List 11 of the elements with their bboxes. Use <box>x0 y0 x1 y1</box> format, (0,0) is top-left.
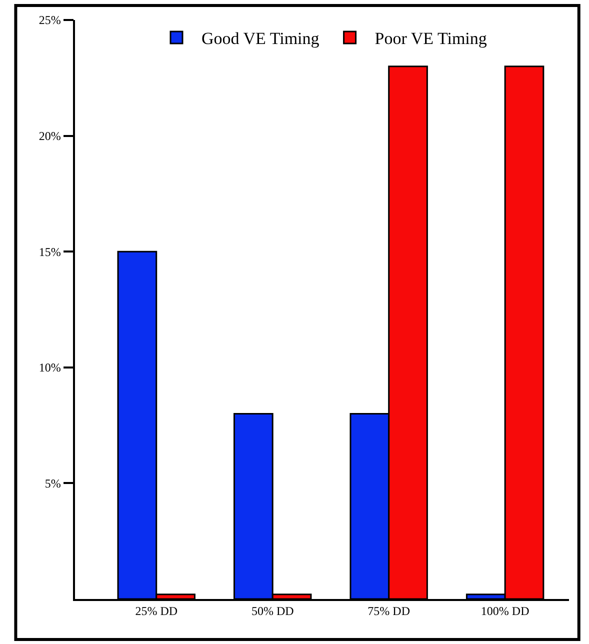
legend-label: Good VE Timing <box>202 29 320 48</box>
y-tick-label: 20% <box>38 129 61 143</box>
x-tick-label: 50% DD <box>251 604 294 618</box>
x-tick-label: 75% DD <box>368 604 410 618</box>
y-tick-label: 5% <box>44 476 61 490</box>
x-tick-label: 100% DD <box>480 604 530 618</box>
y-tick-label: 25% <box>38 13 61 28</box>
x-tick-label: 25% DD <box>135 604 178 618</box>
y-tick-label: 10% <box>38 360 61 375</box>
y-tick-label: 15% <box>38 244 61 259</box>
legend-label: Poor VE Timing <box>374 29 488 48</box>
